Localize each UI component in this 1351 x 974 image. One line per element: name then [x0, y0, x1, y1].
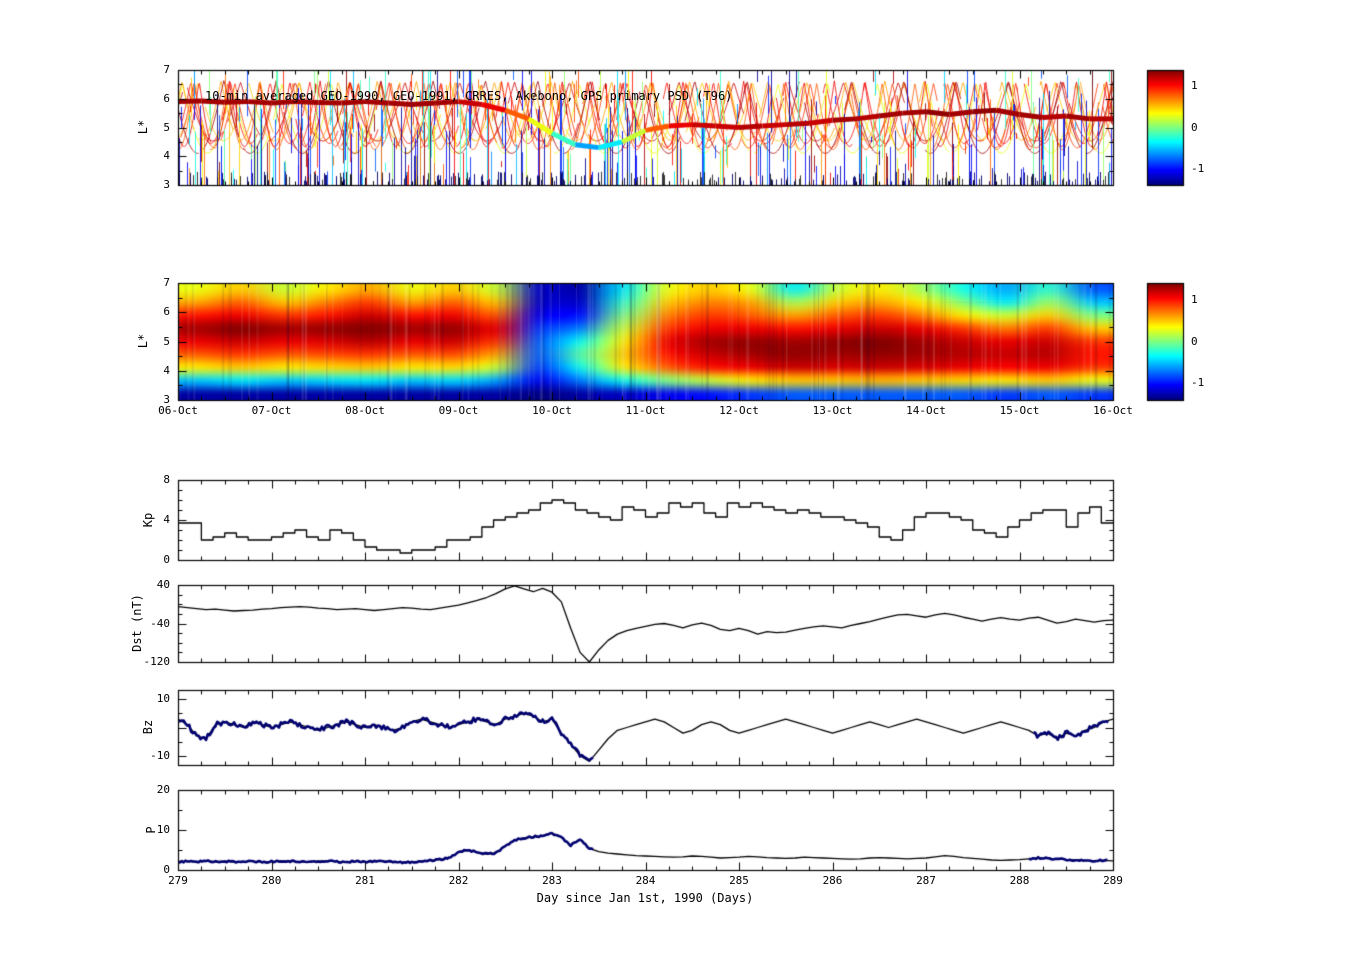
y-tick-label: 0: [163, 553, 170, 566]
x-tick-label-date: 07-Oct: [251, 404, 292, 417]
x-tick-label-day: 283: [542, 874, 562, 887]
bz-ylabel: Bz: [141, 719, 155, 735]
x-tick-label-day: 286: [822, 874, 843, 887]
x-tick-label-date: 16-Oct: [1093, 404, 1133, 417]
y-tick-label: -40: [150, 616, 170, 630]
y-tick-label: 8: [163, 473, 170, 486]
y-tick-label: 7: [163, 276, 170, 289]
y-tick-label: 3: [163, 393, 170, 406]
y-tick-label: -10: [150, 748, 170, 762]
x-tick-label-day: 279: [168, 874, 188, 887]
y-tick-label: 3: [163, 178, 170, 191]
x-tick-label-date: 10-Oct: [532, 404, 572, 417]
x-tick-label-date: 12-Oct: [719, 404, 759, 417]
colorbar-tick-label: -1: [1191, 376, 1205, 390]
y-tick-label: 5: [163, 334, 170, 348]
x-tick-label-day: 287: [916, 874, 936, 887]
panel1-title: 10-min averaged GEO-1990, GEO-1991, CRRE…: [205, 89, 733, 103]
colorbar-tick-label: -1: [1191, 161, 1205, 175]
x-tick-label-day: 285: [729, 874, 749, 887]
x-tick-label-date: 11-Oct: [625, 404, 666, 417]
x-tick-label-day: 289: [1103, 874, 1123, 887]
y-tick-label: 10: [156, 692, 170, 706]
y-tick-label: 20: [156, 783, 170, 796]
x-tick-label-date: 09-Oct: [438, 404, 479, 417]
y-tick-label: 10: [156, 823, 170, 836]
y-tick-label: 6: [163, 305, 170, 319]
x-axis-label: Day since Jan 1st, 1990 (Days): [536, 891, 754, 905]
y-tick-label: 0: [163, 863, 170, 876]
x-tick-label-date: 15-Oct: [999, 404, 1040, 417]
x-tick-label-date: 06-Oct: [158, 404, 198, 417]
x-tick-label-day: 281: [355, 874, 375, 887]
y-tick-label: 5: [163, 120, 170, 134]
x-tick-label-day: 288: [1009, 874, 1030, 887]
colorbar-tick-label: 0: [1191, 120, 1198, 134]
x-tick-label-day: 282: [448, 874, 469, 887]
colorbar-tick-label: 1: [1191, 79, 1198, 93]
y-tick-label: 40: [156, 578, 170, 591]
y-tick-label: -120: [143, 655, 171, 668]
x-tick-label-date: 14-Oct: [906, 404, 946, 417]
x-tick-label-date: 13-Oct: [812, 404, 853, 417]
x-tick-label-date: 08-Oct: [345, 404, 385, 417]
x-tick-label-day: 284: [635, 874, 656, 887]
y-tick-label: 6: [163, 91, 170, 105]
y-tick-label: 4: [163, 363, 170, 377]
y-tick-label: 7: [163, 63, 170, 76]
x-tick-label-day: 280: [261, 874, 282, 887]
colorbar-tick-label: 0: [1191, 334, 1198, 348]
colorbar-tick-label: 1: [1191, 292, 1198, 306]
y-tick-label: 4: [163, 513, 170, 526]
y-tick-label: 4: [163, 149, 170, 163]
